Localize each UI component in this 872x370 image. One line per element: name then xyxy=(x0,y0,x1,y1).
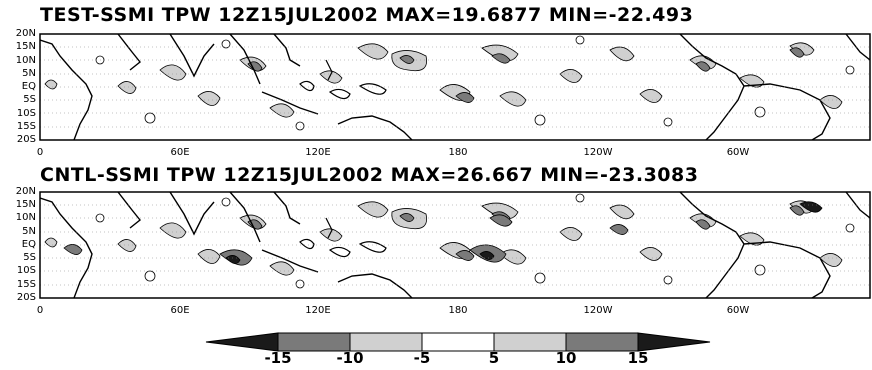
panel-2-title: CNTL-SSMI TPW 12Z15JUL2002 MAX=26.667 MI… xyxy=(40,164,699,186)
panel-2-lat-label: EQ xyxy=(21,239,36,250)
panel-1-lon-label: 0 xyxy=(36,147,44,158)
panel-2-lat-label: 15N xyxy=(15,199,36,210)
panel-1-map xyxy=(39,33,871,141)
panel-2-lon-label: 180 xyxy=(448,305,468,316)
panel-1-lat-label: 10S xyxy=(16,108,36,119)
panel-2-lon-label: 60W xyxy=(726,305,750,316)
colorbar xyxy=(205,332,711,352)
colorbar-label: -5 xyxy=(413,349,431,367)
panel-2-lat-label: 5S xyxy=(23,252,36,263)
panel-1-lon-label: 120E xyxy=(305,147,331,158)
panel-2-lat-label: 15S xyxy=(16,279,36,290)
colorbar-label: -15 xyxy=(264,349,292,367)
colorbar-label: -10 xyxy=(336,349,364,367)
colorbar-label: 5 xyxy=(488,349,500,367)
panel-2-map xyxy=(39,191,871,299)
panel-2-lat-label: 10S xyxy=(16,265,36,276)
panel-2-lon-label: 0 xyxy=(36,305,44,316)
panel-2-lat-label: 10N xyxy=(15,212,36,223)
colorbar-label: 10 xyxy=(555,349,577,367)
colorbar-label: 15 xyxy=(627,349,649,367)
panel-1-lat-label: 15N xyxy=(15,41,36,52)
panel-1-lat-label: 5S xyxy=(23,94,36,105)
colorbar-segment xyxy=(637,332,711,352)
panel-1-title: TEST-SSMI TPW 12Z15JUL2002 MAX=19.6877 M… xyxy=(40,4,694,26)
panel-1-lat-label: 20S xyxy=(16,134,36,145)
panel-2-lon-label: 60E xyxy=(170,305,190,316)
panel-2-lon-label: 120W xyxy=(583,305,613,316)
panel-1-lat-label: 20N xyxy=(15,28,36,39)
panel-1-lon-label: 180 xyxy=(448,147,468,158)
panel-1-lon-label: 120W xyxy=(583,147,613,158)
panel-2-lon-label: 120E xyxy=(305,305,331,316)
colorbar-segment xyxy=(421,332,495,352)
panel-2-lat-label: 20S xyxy=(16,292,36,303)
panel-1-lon-label: 60E xyxy=(170,147,190,158)
panel-2-lat-label: 20N xyxy=(15,186,36,197)
panel-1-lat-label: 10N xyxy=(15,55,36,66)
panel-1-lat-label: EQ xyxy=(21,81,36,92)
panel-1-lat-label: 5N xyxy=(22,68,36,79)
panel-1-lat-label: 15S xyxy=(16,121,36,132)
panel-1-lon-label: 60W xyxy=(726,147,750,158)
panel-2-lat-label: 5N xyxy=(22,226,36,237)
